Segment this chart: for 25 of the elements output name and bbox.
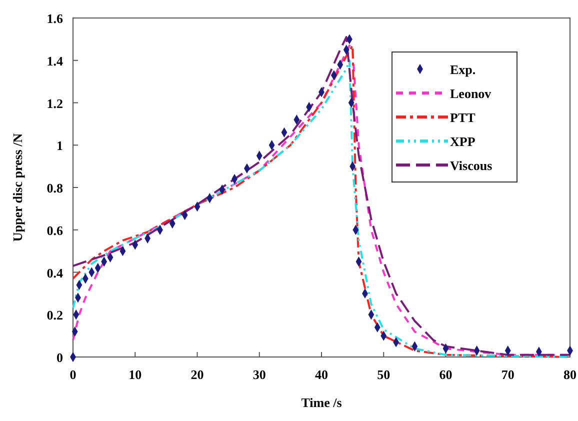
legend-label: XPP bbox=[450, 134, 476, 149]
x-tick-label: 30 bbox=[252, 367, 266, 382]
legend-label: Viscous bbox=[450, 158, 492, 173]
y-tick-label: 1.6 bbox=[46, 11, 64, 26]
legend-label: Exp. bbox=[450, 62, 476, 77]
y-tick-label: 0.2 bbox=[46, 308, 63, 323]
y-tick-label: 1.4 bbox=[46, 53, 64, 68]
y-tick-label: 0.6 bbox=[46, 222, 64, 238]
x-tick-label: 70 bbox=[501, 367, 514, 382]
x-tick-label: 60 bbox=[439, 367, 452, 382]
x-tick-label: 50 bbox=[377, 367, 390, 382]
y-axis-title: Upper disc press /N bbox=[10, 132, 25, 242]
legend-label: Leonov bbox=[450, 86, 492, 101]
x-axis-title: Time /s bbox=[301, 395, 342, 410]
y-tick-label: 0 bbox=[56, 350, 63, 365]
y-tick-label: 1 bbox=[56, 138, 63, 154]
x-tick-label: 40 bbox=[315, 367, 328, 382]
x-tick-label: 0 bbox=[70, 367, 76, 382]
y-tick-label: 0.4 bbox=[46, 265, 64, 280]
legend-label: PTT bbox=[450, 110, 476, 125]
y-tick-label: 0.8 bbox=[46, 180, 64, 196]
y-tick-label: 1.2 bbox=[46, 96, 63, 111]
x-tick-label: 20 bbox=[190, 367, 204, 382]
x-tick-label: 80 bbox=[564, 367, 576, 382]
x-tick-label: 10 bbox=[128, 367, 142, 382]
